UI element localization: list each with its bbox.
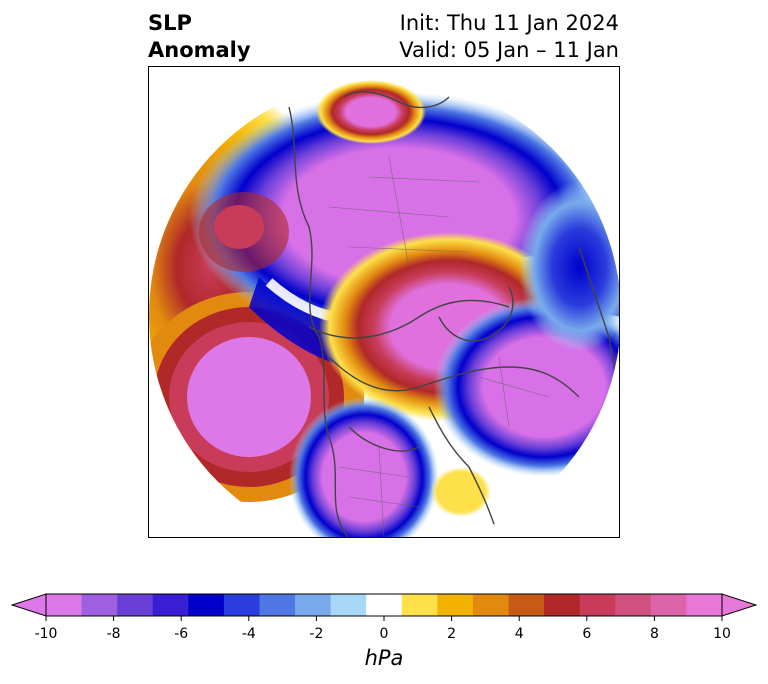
colorbar-bin (152, 594, 189, 616)
colorbar-tick-label: 2 (447, 626, 456, 642)
title-line2: Anomaly (148, 38, 251, 62)
colorbar-bin (686, 594, 723, 616)
north-high (316, 80, 426, 144)
colorbar-bin (295, 594, 332, 616)
colorbar-tick-label: 0 (380, 626, 389, 642)
colorbar-tick-label: 6 (582, 626, 591, 642)
unit-label: hPa (364, 646, 404, 670)
anomaly-field (149, 79, 619, 537)
colorbar-bin (544, 594, 581, 616)
colorbar-tick-label: -10 (35, 626, 58, 642)
colorbar-tick-label: -6 (174, 626, 188, 642)
colorbar-unit: hPa (0, 646, 768, 670)
colorbar-tick-label: -4 (242, 626, 256, 642)
colorbar-bin (615, 594, 652, 616)
colorbar-tick-label: -2 (309, 626, 323, 642)
colorbar-bin (188, 594, 225, 616)
colorbar-bin (223, 594, 260, 616)
colorbar-bin (401, 594, 438, 616)
colorbar-tick-label: -8 (107, 626, 121, 642)
colorbar-bin (437, 594, 474, 616)
gulf-stream-high (431, 467, 491, 517)
colorbar-bin (366, 594, 403, 616)
map-panel (148, 66, 620, 538)
aleutian-anomaly (187, 337, 311, 457)
colorbar-bin (117, 594, 154, 616)
colorbar-bin (259, 594, 296, 616)
colorbar-under-arrow (10, 593, 47, 617)
init-date: Init: Thu 11 Jan 2024 (399, 11, 619, 35)
us-low (289, 397, 439, 537)
colorbar-bin (650, 594, 687, 616)
colorbar-tick-label: 10 (713, 626, 731, 642)
colorbar-bin (472, 594, 510, 616)
colorbar-bin (508, 594, 545, 616)
valid-range: Valid: 05 Jan – 11 Jan (399, 38, 619, 62)
map-title: SLP Anomaly (148, 10, 251, 64)
colorbar-bin (330, 594, 367, 616)
colorbar-tick-label: 8 (650, 626, 659, 642)
colorbar-bin (579, 594, 616, 616)
colorbar-tick-label: 4 (515, 626, 524, 642)
slp-anomaly-map (149, 79, 619, 537)
colorbar-bin (81, 594, 118, 616)
colorbar: -10 -8 -6 -4 -2 0 2 4 6 8 10 (0, 586, 768, 684)
colorbar-over-arrow (721, 593, 758, 617)
map-subtitle: Init: Thu 11 Jan 2024 Valid: 05 Jan – 11… (399, 10, 619, 64)
colorbar-bin (46, 594, 83, 616)
title-line1: SLP (148, 11, 192, 35)
colorbar-graphic: -10 -8 -6 -4 -2 0 2 4 6 8 10 (10, 593, 758, 642)
